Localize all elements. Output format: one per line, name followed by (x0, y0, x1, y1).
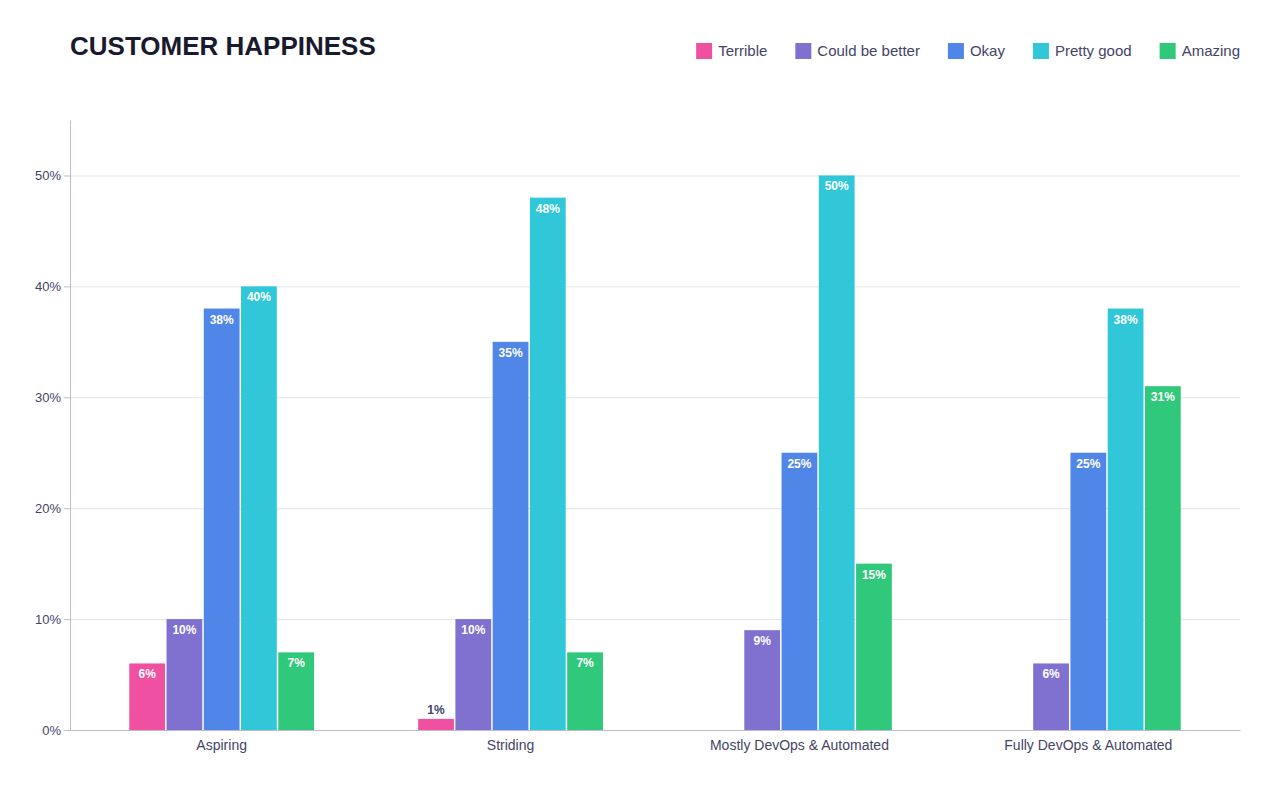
legend-swatch (1160, 43, 1176, 59)
data-label: 31% (1151, 390, 1175, 404)
data-label: 38% (1114, 313, 1138, 327)
bar (782, 453, 818, 730)
legend-label: Okay (970, 42, 1006, 59)
bar (744, 630, 780, 730)
x-tick: Aspiring (196, 737, 247, 753)
data-label: 6% (138, 667, 156, 681)
bar (567, 652, 603, 730)
data-label: 48% (536, 202, 560, 216)
bar (530, 198, 566, 730)
bar-series (204, 309, 1106, 730)
bar (455, 619, 491, 730)
bar (1033, 663, 1069, 730)
data-label: 6% (1042, 667, 1060, 681)
bar-series (278, 386, 1180, 730)
y-tick-label: 40% (35, 279, 61, 294)
y-tick-mark (64, 286, 70, 287)
data-labels: 6% 1% 10% 10% 9% 6% 38% 35% 25% 25% 40% 48% 50% 38% 7%… (138, 179, 1175, 716)
y-tick-mark (64, 508, 70, 509)
title: CUSTOMER HAPPINESS (70, 31, 376, 61)
y-axis-line (70, 121, 71, 731)
grid-tick (70, 175, 1240, 176)
y-tick-label: 0% (42, 723, 61, 738)
y-tick-label: 20% (35, 501, 61, 516)
x-tick: Fully DevOps & Automated (1004, 737, 1172, 753)
x-axis-line (71, 730, 1241, 731)
legend-item: Terrible (696, 42, 767, 59)
bar (167, 619, 203, 730)
bar (856, 564, 892, 730)
data-label: 25% (787, 457, 811, 471)
legend-label: Amazing (1182, 42, 1240, 59)
bar-series (241, 175, 1143, 730)
y-tick: 20% (35, 501, 70, 516)
chart: 0% 10% 20% 30% 40% 50% Aspiring Striding Mostly … (0, 0, 1280, 800)
legend: Terrible Could be better Okay Pretty good Am… (696, 42, 1240, 59)
legend-label: Could be better (817, 42, 920, 59)
data-label: 7% (288, 656, 306, 670)
legend-item: Amazing (1160, 42, 1240, 59)
bar (1108, 309, 1144, 730)
bar (819, 175, 855, 730)
grid (70, 176, 1240, 731)
bar (204, 309, 240, 730)
legend-swatch (1033, 43, 1049, 59)
x-tick-label: Striding (487, 737, 534, 753)
bar (493, 342, 529, 730)
bar (707, 730, 743, 731)
data-label: 10% (461, 623, 485, 637)
y-tick-mark (64, 730, 70, 731)
x-tick-label: Fully DevOps & Automated (1004, 737, 1172, 753)
y-tick-label: 30% (35, 390, 61, 405)
y-tick-mark (64, 175, 70, 176)
y-tick: 30% (35, 390, 70, 405)
y-tick-label: 50% (35, 168, 61, 183)
data-label: 9% (754, 634, 772, 648)
bar (996, 730, 1032, 731)
data-label: 50% (825, 179, 849, 193)
legend-label: Terrible (718, 42, 767, 59)
x-tick: Mostly DevOps & Automated (710, 737, 889, 753)
legend-item: Could be better (795, 42, 920, 59)
data-label: 10% (172, 623, 196, 637)
legend-swatch (795, 43, 811, 59)
bars (129, 175, 1180, 730)
bar (1145, 386, 1181, 730)
legend-item: Pretty good (1033, 42, 1132, 59)
legend-swatch (696, 43, 712, 59)
x-tick-label: Mostly DevOps & Automated (710, 737, 889, 753)
bar (241, 286, 277, 730)
bar-series (167, 619, 1069, 730)
bar (278, 652, 314, 730)
y-tick-label: 10% (35, 612, 61, 627)
data-label: 1% (427, 703, 445, 717)
bar (1070, 453, 1106, 730)
grid-line (70, 730, 1240, 731)
grid-tick (70, 730, 1240, 731)
data-label: 7% (576, 656, 594, 670)
y-tick: 50% (35, 168, 70, 183)
x-tick: Striding (487, 737, 534, 753)
y-tick-mark (64, 619, 70, 620)
legend-swatch (948, 43, 964, 59)
x-axis: Aspiring Striding Mostly DevOps & Automate… (71, 731, 1241, 753)
data-label: 38% (210, 313, 234, 327)
x-tick-label: Aspiring (196, 737, 247, 753)
legend-item: Okay (948, 42, 1006, 59)
bar (418, 719, 454, 730)
data-label: 40% (247, 290, 271, 304)
y-tick: 40% (35, 279, 70, 294)
data-label: 25% (1076, 457, 1100, 471)
plot: 0% 10% 20% 30% 40% 50% Aspiring Striding Mostly … (35, 121, 1241, 753)
y-axis: 0% 10% 20% 30% 40% 50% (35, 121, 71, 738)
y-tick-mark (64, 397, 70, 398)
bar (129, 663, 165, 730)
y-tick: 0% (42, 723, 70, 738)
legend-label: Pretty good (1055, 42, 1132, 59)
y-tick: 10% (35, 612, 70, 627)
grid-line (70, 175, 1240, 176)
data-label: 15% (862, 568, 886, 582)
data-label: 35% (499, 346, 523, 360)
